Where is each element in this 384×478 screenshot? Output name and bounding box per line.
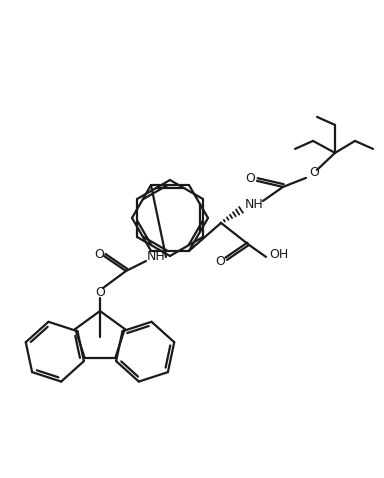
Text: O: O: [94, 248, 104, 261]
Text: OH: OH: [269, 249, 289, 261]
Text: O: O: [309, 166, 319, 179]
Text: O: O: [245, 173, 255, 185]
Text: O: O: [95, 286, 105, 300]
Text: NH: NH: [245, 198, 263, 211]
Text: NH: NH: [147, 250, 166, 263]
Text: O: O: [215, 255, 225, 269]
